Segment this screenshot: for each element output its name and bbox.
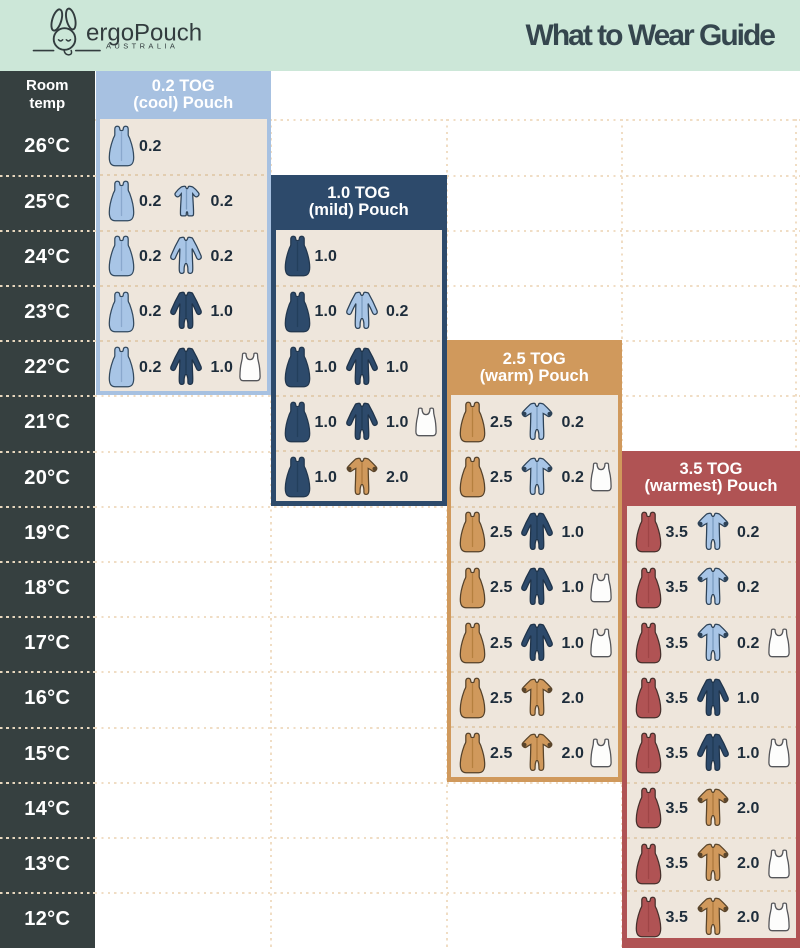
svg-text:AUSTRALIA: AUSTRALIA <box>106 42 178 51</box>
svg-text:ergoPouch: ergoPouch <box>86 20 202 47</box>
